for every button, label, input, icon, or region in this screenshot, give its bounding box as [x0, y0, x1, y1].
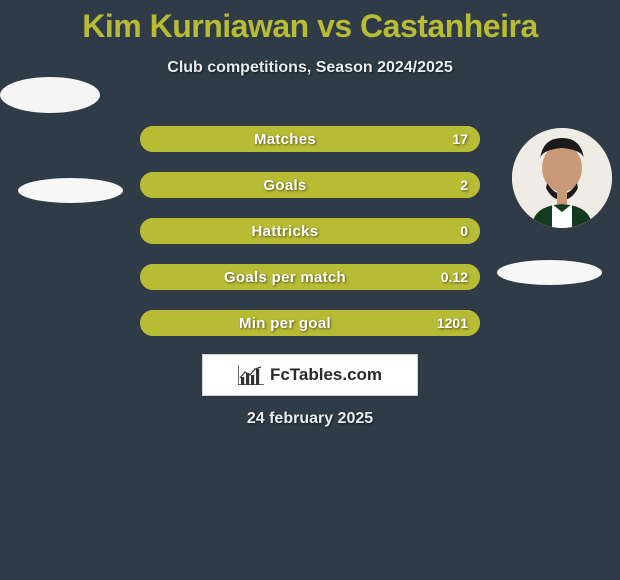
stat-value: 0 — [430, 223, 480, 239]
stat-label: Min per goal — [140, 315, 430, 332]
player1-name: Kim Kurniawan — [82, 8, 308, 44]
player2-avatar-shadow — [497, 260, 602, 285]
player1-avatar-shadow — [18, 178, 123, 203]
stat-value: 17 — [430, 131, 480, 147]
player2-avatar-icon — [512, 128, 612, 228]
stat-bars: Matches 17 Goals 2 Hattricks 0 Goals per… — [140, 126, 480, 356]
stat-bar-hattricks: Hattricks 0 — [140, 218, 480, 244]
brand-box[interactable]: FcTables.com — [202, 354, 418, 396]
stat-value: 1201 — [430, 315, 480, 331]
snapshot-date: 24 february 2025 — [0, 410, 620, 428]
brand-chart-icon — [238, 365, 264, 385]
stat-bar-goals-per-match: Goals per match 0.12 — [140, 264, 480, 290]
stat-label: Hattricks — [140, 223, 430, 240]
vs-separator: vs — [309, 8, 360, 44]
subtitle: Club competitions, Season 2024/2025 — [0, 59, 620, 77]
brand-text: FcTables.com — [270, 365, 382, 385]
player2-avatar — [512, 128, 612, 228]
comparison-title: Kim Kurniawan vs Castanheira — [0, 0, 620, 45]
stat-label: Matches — [140, 131, 430, 148]
stat-bar-matches: Matches 17 — [140, 126, 480, 152]
stat-value: 2 — [430, 177, 480, 193]
stat-label: Goals — [140, 177, 430, 194]
player1-avatar-placeholder — [0, 77, 100, 113]
stat-value: 0.12 — [430, 269, 480, 285]
player2-name: Castanheira — [360, 8, 538, 44]
stat-label: Goals per match — [140, 269, 430, 286]
stat-bar-goals: Goals 2 — [140, 172, 480, 198]
stat-bar-min-per-goal: Min per goal 1201 — [140, 310, 480, 336]
